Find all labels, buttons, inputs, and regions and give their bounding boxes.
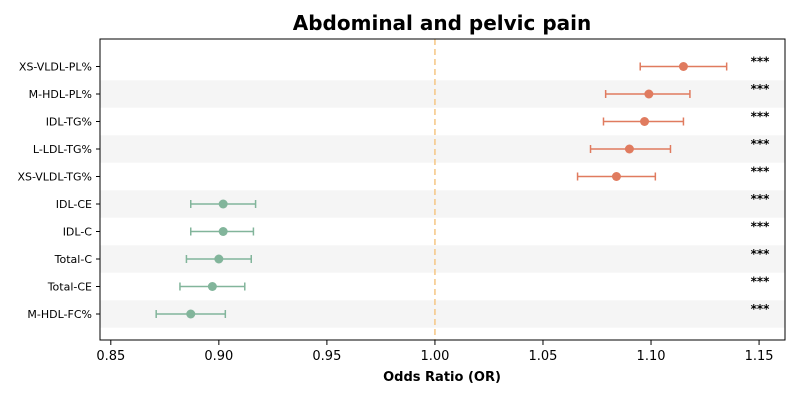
forest-row: *** (179, 275, 771, 291)
x-tick-label: 0.95 (312, 349, 341, 364)
significance-label: *** (751, 110, 771, 124)
y-tick-label: Total-C (54, 253, 93, 266)
significance-label: *** (751, 165, 771, 179)
significance-label: *** (751, 55, 771, 69)
x-tick-label: 1.10 (637, 349, 666, 364)
point-estimate (207, 282, 217, 291)
x-tick-label: 1.05 (529, 349, 558, 364)
forest-row: *** (185, 247, 771, 264)
significance-label: *** (751, 275, 771, 289)
y-tick-label: L-LDL-TG% (33, 143, 92, 156)
x-tick-label: 0.85 (96, 349, 125, 364)
significance-label: *** (751, 220, 771, 234)
y-tick-label: IDL-C (63, 226, 93, 239)
significance-label: *** (751, 247, 771, 261)
plot-frame (99, 38, 786, 341)
x-tick-label: 0.90 (204, 349, 233, 364)
point-estimate (186, 309, 196, 319)
forest-row: *** (604, 82, 771, 99)
forest-row: *** (190, 192, 771, 209)
point-estimate (218, 199, 228, 209)
rows: *** *** *** *** *** *** *** *** *** *** (155, 55, 771, 319)
forest-row: *** (155, 302, 771, 319)
y-tick-label: XS-VLDL-TG% (17, 171, 92, 184)
significance-label: *** (751, 137, 771, 151)
point-estimate (678, 62, 688, 71)
point-estimate (640, 117, 650, 126)
y-tick-label: IDL-TG% (46, 116, 92, 129)
significance-label: *** (751, 192, 771, 206)
point-estimate (644, 89, 654, 99)
forest-row: *** (589, 137, 771, 154)
forest-row: *** (602, 110, 771, 126)
y-axis: XS-VLDL-PL% M-HDL-PL% IDL-TG% L-LDL-TG% XS-V… (17, 61, 100, 321)
chart-title: Abdominal and pelvic pain (293, 11, 591, 35)
y-tick-label: M-HDL-FC% (27, 308, 92, 321)
y-tick-label: XS-VLDL-PL% (19, 61, 92, 74)
significance-label: *** (751, 302, 771, 316)
point-estimate (624, 144, 634, 154)
x-axis: 0.85 0.90 0.95 1.00 1.05 1.10 1.15 (96, 340, 774, 364)
forest-row: *** (190, 220, 771, 236)
y-tick-label: M-HDL-PL% (29, 88, 92, 101)
x-axis-label: Odds Ratio (OR) (383, 370, 501, 385)
y-tick-label: Total-CE (47, 281, 92, 294)
significance-label: *** (751, 82, 771, 96)
point-estimate (611, 172, 621, 181)
point-estimate (214, 254, 224, 264)
forest-row: *** (639, 55, 771, 71)
forest-row: *** (576, 165, 771, 181)
x-tick-label: 1.15 (745, 349, 774, 364)
row-band (100, 135, 785, 163)
x-tick-label: 1.00 (420, 349, 449, 364)
y-tick-label: IDL-CE (56, 198, 92, 211)
point-estimate (218, 227, 228, 236)
